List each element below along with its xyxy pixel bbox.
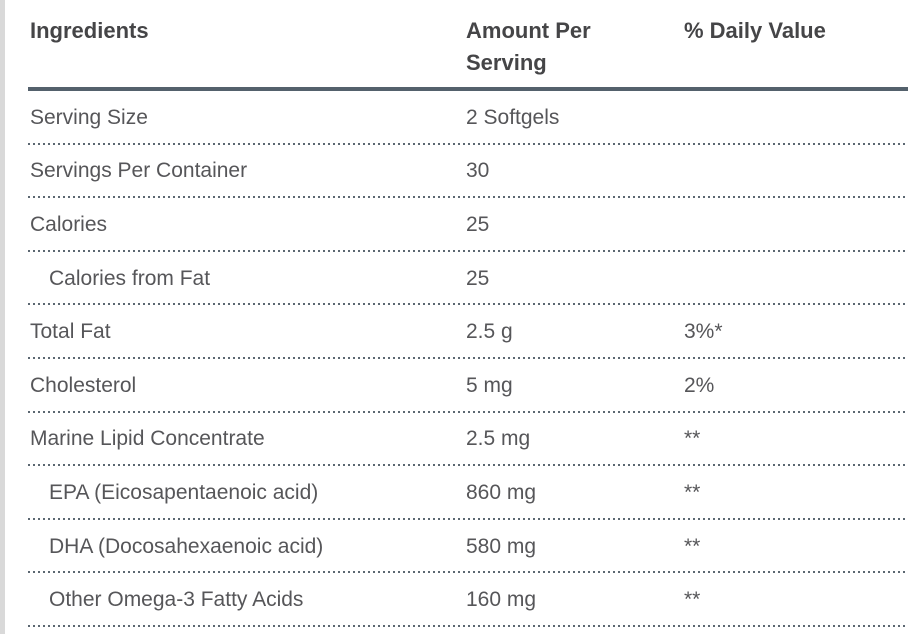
column-header-ingredients: Ingredients — [30, 18, 149, 43]
table-row-calories: Calories 25 — [28, 198, 908, 252]
column-header-amount-per-serving: Amount Per Serving — [466, 18, 591, 75]
ingredient-cell: Cholesterol — [30, 373, 137, 397]
daily-value-cell: 2% — [684, 373, 715, 397]
daily-value-cell: ** — [684, 480, 701, 504]
table-row-servings-per-container: Servings Per Container 30 — [28, 145, 908, 199]
table-row-other-omega-3: Other Omega-3 Fatty Acids 160 mg ** — [28, 573, 908, 627]
table-row-cholesterol: Cholesterol 5 mg 2% — [28, 359, 908, 413]
ingredient-cell: Calories — [30, 212, 108, 236]
daily-value-cell: ** — [684, 534, 701, 558]
ingredient-cell: Calories from Fat — [49, 266, 211, 290]
ingredient-cell: DHA (Docosahexaenoic acid) — [49, 534, 324, 558]
ingredient-cell: Servings Per Container — [30, 159, 248, 183]
amount-cell: 160 mg — [466, 588, 537, 612]
table-row-dha: DHA (Docosahexaenoic acid) 580 mg ** — [28, 520, 908, 574]
amount-cell: 2 Softgels — [466, 105, 560, 129]
amount-cell: 860 mg — [466, 480, 537, 504]
daily-value-cell: ** — [684, 427, 701, 451]
amount-cell: 580 mg — [466, 534, 537, 558]
daily-value-cell: 3%* — [684, 320, 723, 344]
ingredients-table: Ingredients Amount Per Serving % Daily V… — [28, 0, 908, 627]
ingredient-cell: EPA (Eicosapentaenoic acid) — [49, 480, 319, 504]
amount-cell: 25 — [466, 212, 490, 236]
amount-cell: 2.5 g — [466, 320, 513, 344]
table-row-total-fat: Total Fat 2.5 g 3%* — [28, 305, 908, 359]
amount-cell: 2.5 mg — [466, 427, 531, 451]
amount-cell: 5 mg — [466, 373, 513, 397]
amount-cell: 30 — [466, 159, 490, 183]
table-row-marine-lipid-concentrate: Marine Lipid Concentrate 2.5 mg ** — [28, 413, 908, 467]
left-edge-strip — [0, 0, 5, 634]
ingredient-cell: Total Fat — [30, 320, 111, 344]
daily-value-cell: ** — [684, 588, 701, 612]
amount-cell: 25 — [466, 266, 490, 290]
ingredient-cell: Serving Size — [30, 105, 148, 129]
table-row-calories-from-fat: Calories from Fat 25 — [28, 252, 908, 306]
table-row-epa: EPA (Eicosapentaenoic acid) 860 mg ** — [28, 466, 908, 520]
column-header-daily-value: % Daily Value — [684, 18, 826, 43]
table-row-serving-size: Serving Size 2 Softgels — [28, 91, 908, 145]
table-header-row: Ingredients Amount Per Serving % Daily V… — [28, 0, 908, 91]
ingredient-cell: Other Omega-3 Fatty Acids — [49, 588, 304, 612]
ingredient-cell: Marine Lipid Concentrate — [30, 427, 265, 451]
